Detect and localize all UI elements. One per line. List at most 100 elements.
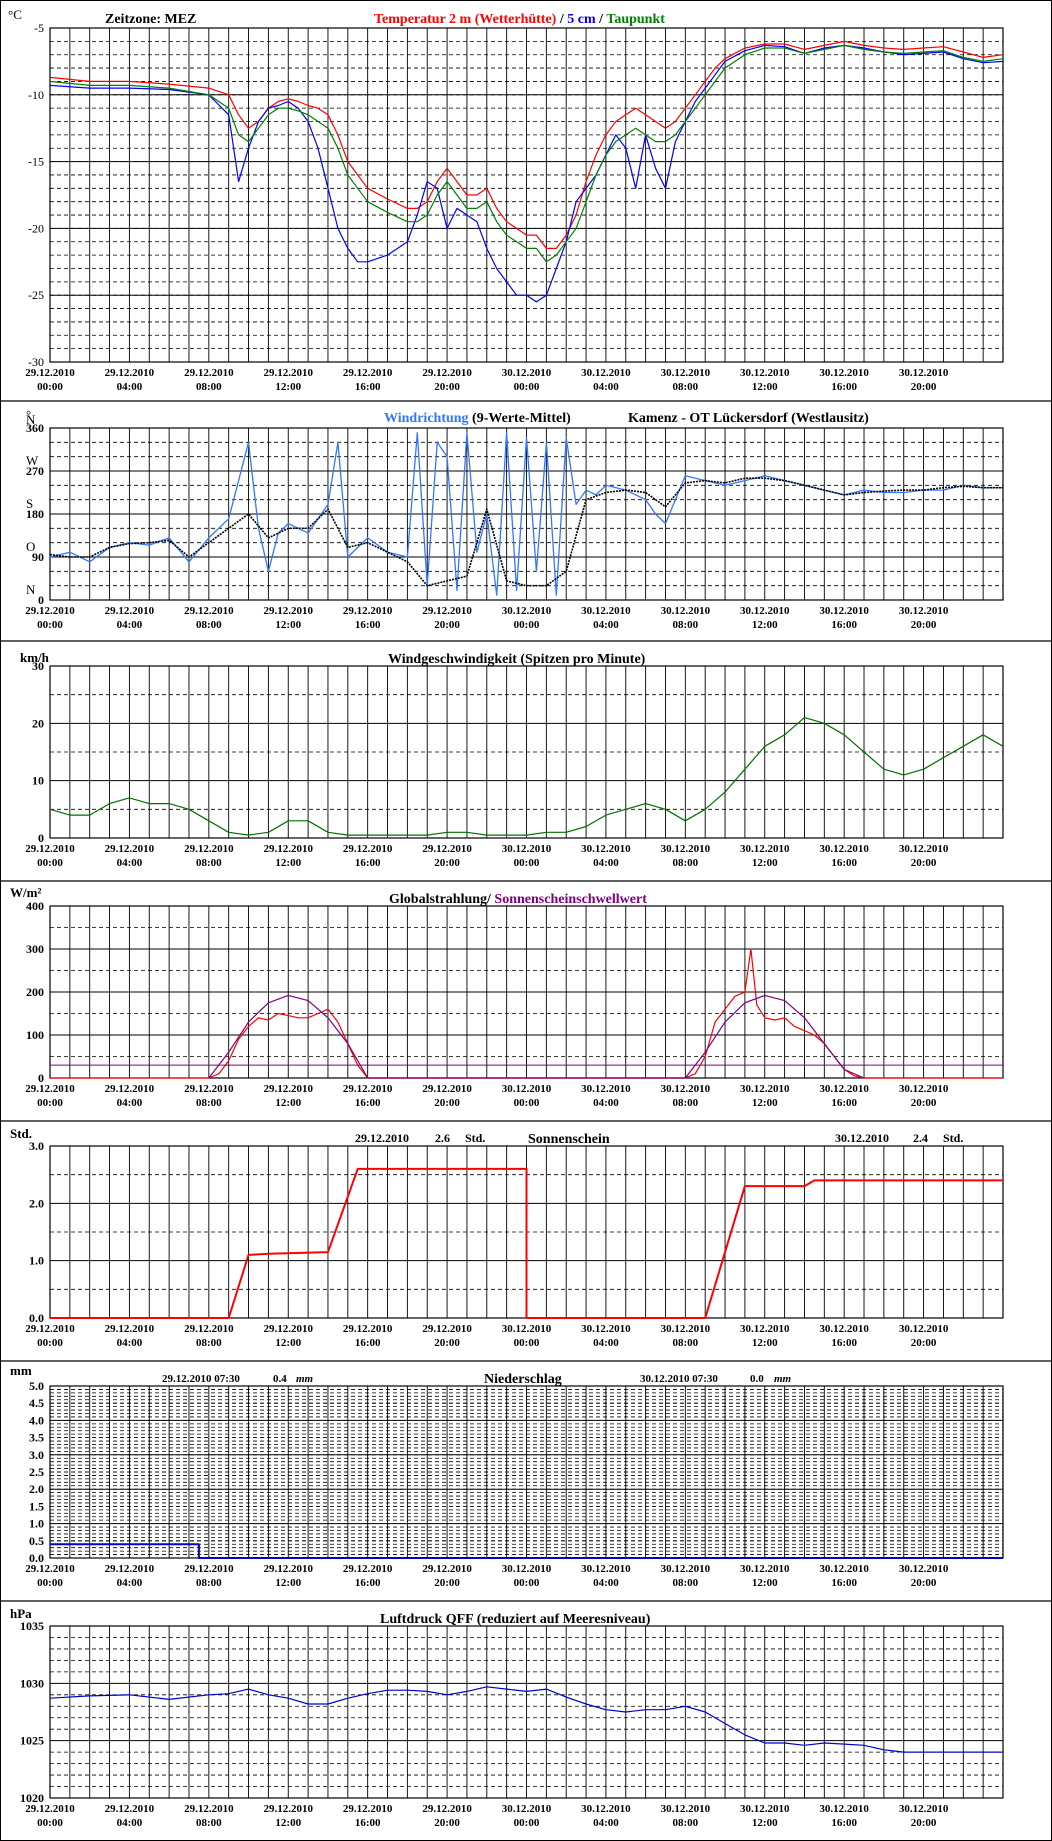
y-tick-label: 90 xyxy=(32,550,44,564)
x-tick-date: 30.12.2010 xyxy=(502,367,552,379)
precipitation-series xyxy=(50,1543,1003,1559)
x-tick-time: 12:00 xyxy=(275,1097,301,1109)
y-tick-label: 400 xyxy=(26,899,44,913)
pressure-title: Luftdruck QFF (reduziert auf Meeresnivea… xyxy=(380,1612,651,1627)
timezone-label: Zeitzone: MEZ xyxy=(105,12,196,27)
x-tick-date: 29.12.2010 xyxy=(105,1323,155,1335)
x-tick-time: 20:00 xyxy=(434,1097,460,1109)
y-tick-label: 0.0 xyxy=(29,1551,44,1565)
x-tick-date: 30.12.2010 xyxy=(899,1803,949,1815)
x-tick-date: 29.12.2010 xyxy=(25,1083,75,1095)
x-tick-time: 00:00 xyxy=(514,619,540,631)
x-tick-time: 12:00 xyxy=(752,857,778,869)
x-tick-time: 16:00 xyxy=(831,1097,857,1109)
temperature-x-axis: 29.12.2010 00:00 29.12.2010 04:00 29.12.2010… xyxy=(25,367,949,393)
sunshine-day2-date: 30.12.2010 xyxy=(835,1131,889,1145)
x-tick-date: 30.12.2010 xyxy=(740,843,790,855)
wind-direction-series xyxy=(49,432,1003,596)
x-tick-time: 16:00 xyxy=(831,1577,857,1589)
x-tick-time: 16:00 xyxy=(831,1817,857,1829)
x-tick-date: 30.12.2010 xyxy=(819,1083,869,1095)
y-tick-label: 1.0 xyxy=(29,1254,44,1268)
x-tick-time: 12:00 xyxy=(752,1577,778,1589)
wind-direction-x-axis: 29.12.2010 00:00 29.12.2010 04:00 29.12.2010… xyxy=(25,605,949,631)
x-tick-date: 30.12.2010 xyxy=(502,1083,552,1095)
y-tick-label: 200 xyxy=(26,985,44,999)
x-tick-date: 29.12.2010 xyxy=(264,1083,314,1095)
compass-label: S xyxy=(26,496,33,511)
x-tick-date: 29.12.2010 xyxy=(422,1323,472,1335)
y-tick-label: -15 xyxy=(28,155,44,169)
x-tick-time: 16:00 xyxy=(355,857,381,869)
radiation-series-line xyxy=(208,994,865,1079)
precipitation-day1-unit: mm xyxy=(296,1373,314,1385)
x-tick-time: 08:00 xyxy=(672,381,698,393)
x-tick-date: 30.12.2010 xyxy=(740,1563,790,1575)
x-tick-date: 29.12.2010 xyxy=(422,1563,472,1575)
x-tick-time: 16:00 xyxy=(831,619,857,631)
x-tick-date: 29.12.2010 xyxy=(105,605,155,617)
x-tick-time: 20:00 xyxy=(911,1097,937,1109)
wind-speed-title: Windgeschwindigkeit (Spitzen pro Minute) xyxy=(388,652,646,667)
wind-speed-y-axis: 0 10 20 30 xyxy=(32,659,44,845)
x-tick-time: 00:00 xyxy=(37,1097,63,1109)
x-tick-date: 29.12.2010 xyxy=(343,1803,393,1815)
y-tick-label: 2.0 xyxy=(29,1196,44,1210)
x-tick-time: 00:00 xyxy=(514,381,540,393)
x-tick-date: 29.12.2010 xyxy=(343,843,393,855)
x-tick-date: 29.12.2010 xyxy=(422,1803,472,1815)
radiation-series-line xyxy=(50,948,1003,1079)
y-tick-label: 10 xyxy=(32,774,44,788)
x-tick-date: 30.12.2010 xyxy=(740,1323,790,1335)
pressure-unit-label: hPa xyxy=(10,1606,32,1621)
x-tick-date: 30.12.2010 xyxy=(819,1563,869,1575)
x-tick-time: 08:00 xyxy=(196,1097,222,1109)
temperature-series-line xyxy=(49,40,1004,249)
temperature-series xyxy=(49,40,1004,303)
pressure-y-axis: 1020 1025 1030 1035 xyxy=(20,1619,44,1805)
x-tick-date: 30.12.2010 xyxy=(581,843,631,855)
x-tick-time: 08:00 xyxy=(672,1577,698,1589)
x-tick-date: 29.12.2010 xyxy=(25,605,75,617)
x-tick-date: 30.12.2010 xyxy=(581,367,631,379)
wind-direction-unit-label: ° xyxy=(26,407,31,422)
x-tick-date: 29.12.2010 xyxy=(264,843,314,855)
x-tick-date: 30.12.2010 xyxy=(661,605,711,617)
y-tick-label: 0 xyxy=(38,831,44,845)
y-tick-label: 5.0 xyxy=(29,1379,44,1393)
sunshine-day1-value: 2.6 xyxy=(435,1131,450,1145)
x-tick-time: 00:00 xyxy=(514,1337,540,1349)
x-tick-date: 30.12.2010 xyxy=(661,1563,711,1575)
x-tick-time: 12:00 xyxy=(752,619,778,631)
pressure-grid xyxy=(49,1625,1004,1799)
x-tick-date: 30.12.2010 xyxy=(661,843,711,855)
x-tick-date: 29.12.2010 xyxy=(184,367,234,379)
x-tick-date: 29.12.2010 xyxy=(184,1563,234,1575)
x-tick-date: 30.12.2010 xyxy=(899,1323,949,1335)
wind-direction-title-main: Windrichtung xyxy=(384,411,469,426)
x-tick-time: 00:00 xyxy=(37,381,63,393)
x-tick-time: 12:00 xyxy=(275,1337,301,1349)
x-tick-date: 29.12.2010 xyxy=(105,1083,155,1095)
x-tick-date: 29.12.2010 xyxy=(343,1563,393,1575)
x-tick-date: 29.12.2010 xyxy=(105,367,155,379)
x-tick-time: 04:00 xyxy=(117,857,143,869)
x-tick-time: 20:00 xyxy=(911,381,937,393)
x-tick-date: 30.12.2010 xyxy=(740,1083,790,1095)
x-tick-time: 08:00 xyxy=(196,1577,222,1589)
x-tick-date: 30.12.2010 xyxy=(819,1323,869,1335)
y-tick-label: 2.5 xyxy=(29,1465,44,1479)
y-tick-label: 270 xyxy=(26,464,44,478)
x-tick-time: 08:00 xyxy=(196,1337,222,1349)
x-tick-time: 04:00 xyxy=(593,381,619,393)
x-tick-date: 30.12.2010 xyxy=(502,605,552,617)
x-tick-date: 29.12.2010 xyxy=(25,367,75,379)
temperature-title-sep1: / xyxy=(556,12,567,27)
y-tick-label: 1035 xyxy=(20,1619,44,1633)
x-tick-date: 29.12.2010 xyxy=(264,605,314,617)
sunshine-chart: 0.0 1.0 2.0 3.0 29.12.2010 00:00 29.12.2010 04… xyxy=(10,1126,1004,1349)
x-tick-date: 29.12.2010 xyxy=(343,367,393,379)
x-tick-time: 00:00 xyxy=(37,1577,63,1589)
